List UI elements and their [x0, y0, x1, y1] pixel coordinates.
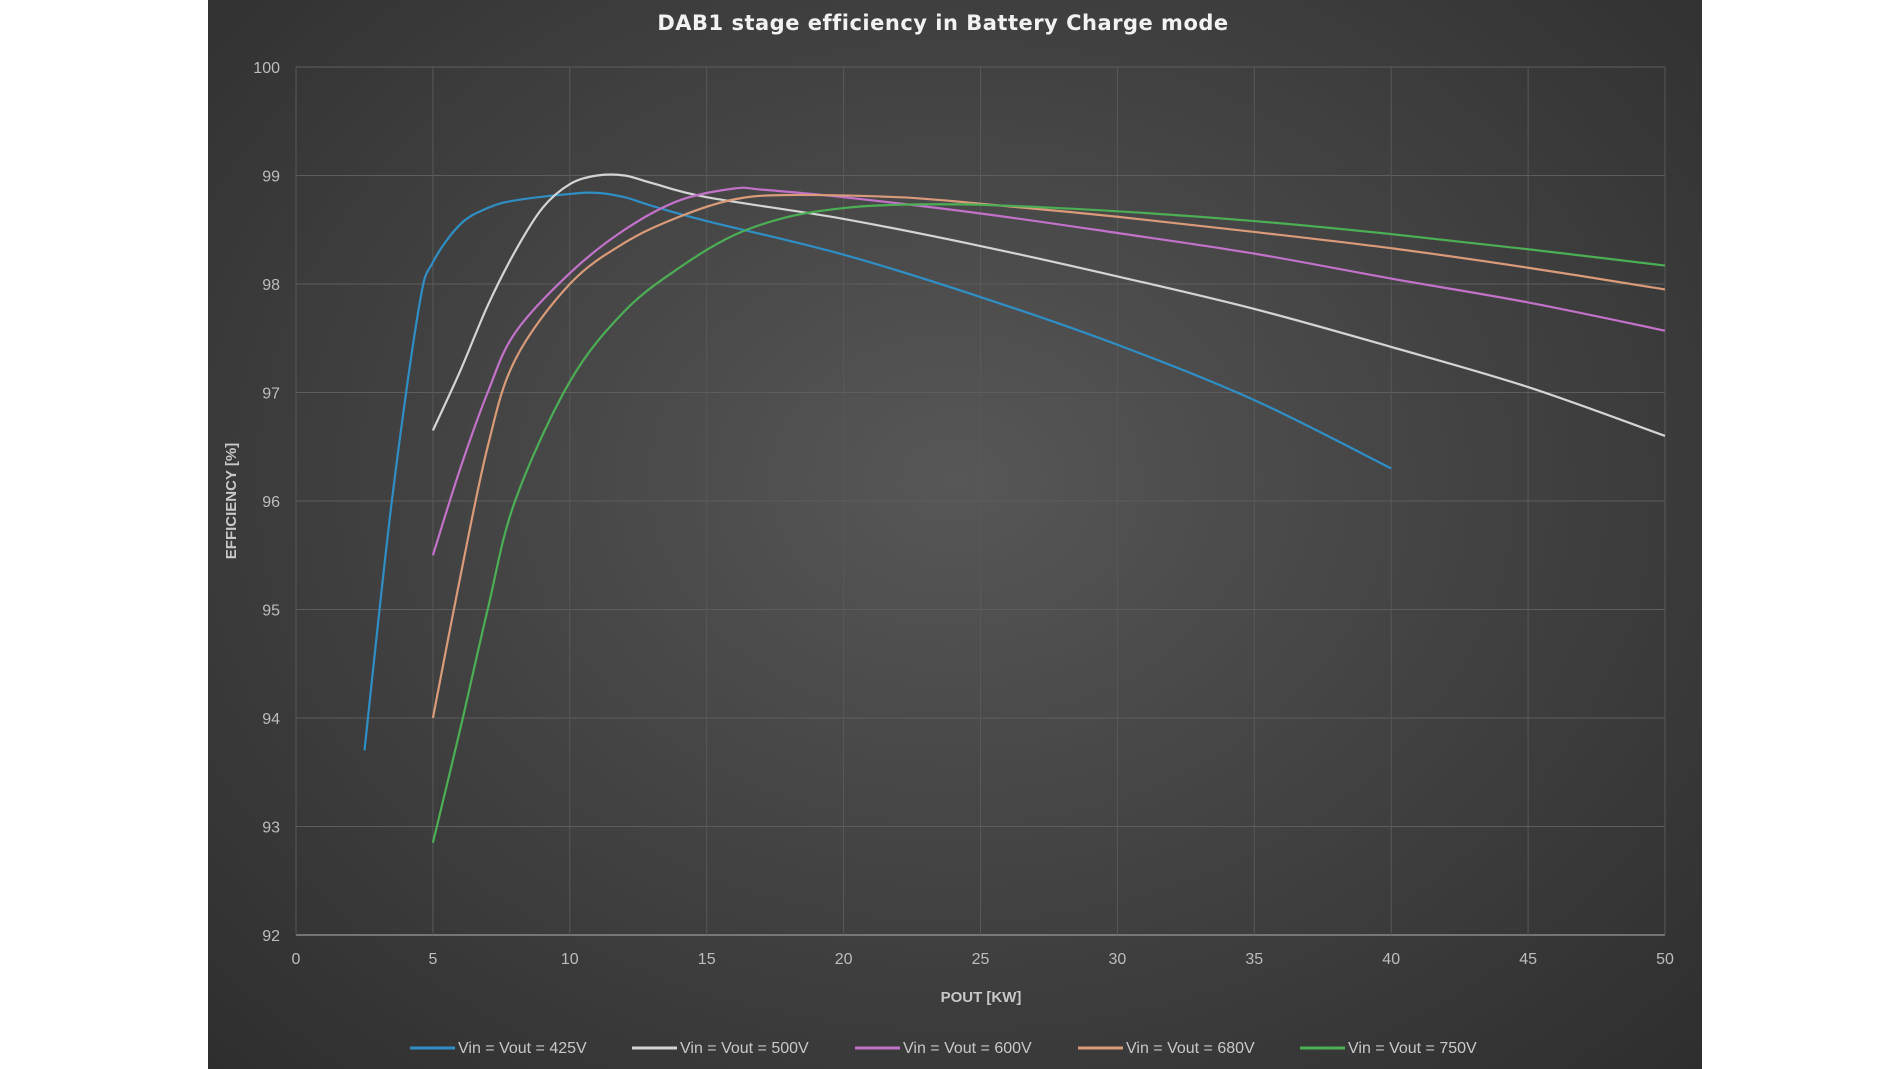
x-tick-label: 40 [1382, 951, 1400, 968]
y-tick-label: 95 [262, 603, 280, 620]
y-tick-label: 100 [253, 60, 280, 77]
series-line-1 [363, 191, 1392, 751]
x-tick-label: 25 [972, 951, 990, 968]
legend-item: Vin = Vout = 425V [410, 1040, 587, 1057]
y-tick-label: 94 [262, 711, 280, 728]
chart-panel [208, 0, 1702, 1069]
legend-label: Vin = Vout = 600V [903, 1040, 1032, 1057]
series-line-2 [431, 173, 1666, 437]
y-axis-label: EFFICIENCY [%] [223, 443, 240, 559]
series-line-4 [431, 193, 1666, 719]
legend-label: Vin = Vout = 425V [458, 1040, 587, 1057]
grid [295, 66, 1666, 936]
x-tick-label: 20 [835, 951, 853, 968]
series-line-3 [431, 186, 1666, 556]
y-tick-label: 96 [262, 494, 280, 511]
y-tick-label: 92 [262, 928, 280, 945]
legend-label: Vin = Vout = 500V [680, 1040, 809, 1057]
x-tick-label: 50 [1656, 951, 1674, 968]
x-tick-label: 30 [1109, 951, 1127, 968]
y-tick-label: 99 [262, 169, 280, 186]
series-line-5 [431, 203, 1666, 844]
x-axis-label: POUT [KW] [941, 989, 1022, 1006]
x-tick-label: 0 [292, 951, 301, 968]
x-tick-label: 35 [1245, 951, 1263, 968]
x-tick-label: 45 [1519, 951, 1537, 968]
series-lines [363, 173, 1666, 844]
legend-label: Vin = Vout = 680V [1126, 1040, 1255, 1057]
y-tick-label: 98 [262, 277, 280, 294]
x-tick-label: 10 [561, 951, 579, 968]
y-tick-label: 93 [262, 820, 280, 837]
legend-label: Vin = Vout = 750V [1348, 1040, 1477, 1057]
tick-labels: 92 93 94 95 96 97 98 99 100 0 5 10 15 20 25 30 35 40 45 50 [253, 60, 1674, 968]
legend-item: Vin = Vout = 750V [1300, 1040, 1477, 1057]
y-tick-label: 97 [262, 386, 280, 403]
x-tick-label: 15 [698, 951, 716, 968]
legend-item: Vin = Vout = 500V [632, 1040, 809, 1057]
x-tick-label: 5 [428, 951, 437, 968]
legend: Vin = Vout = 425V Vin = Vout = 500V Vin = … [410, 1040, 1477, 1057]
legend-item: Vin = Vout = 600V [855, 1040, 1032, 1057]
legend-item: Vin = Vout = 680V [1078, 1040, 1255, 1057]
chart-title: DAB1 stage efficiency in Battery Charge … [657, 11, 1228, 35]
